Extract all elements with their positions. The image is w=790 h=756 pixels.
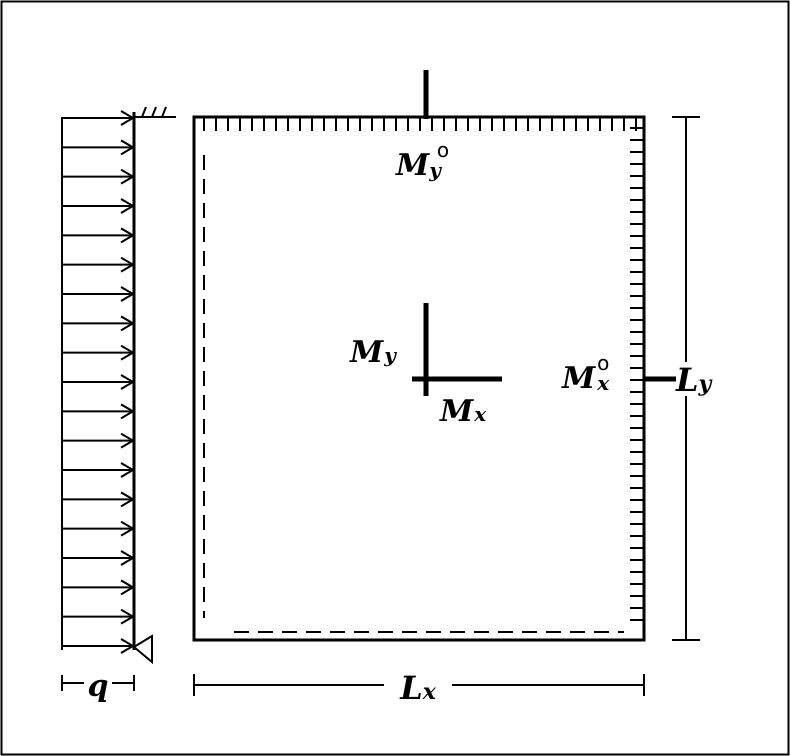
load-arrow — [62, 374, 135, 390]
load-arrow — [62, 315, 135, 332]
q-label: q — [88, 669, 109, 704]
wall-support-hatching — [134, 106, 176, 118]
load-arrow — [62, 491, 135, 508]
ly-dimension — [672, 116, 700, 641]
load-arrow — [62, 344, 135, 361]
load-arrow — [62, 256, 135, 273]
ly-label: Ly — [675, 361, 714, 399]
load-arrows — [62, 110, 135, 654]
load-arrow — [62, 550, 135, 566]
load-arrow — [62, 110, 135, 126]
load-arrow — [62, 462, 135, 478]
my-label: My — [349, 335, 397, 370]
load-arrow — [62, 638, 135, 654]
load-arrow — [62, 168, 135, 185]
my0-label: Myo — [395, 138, 449, 183]
load-arrow — [62, 139, 135, 156]
mx-label: Mx — [439, 394, 487, 429]
load-arrow — [62, 227, 135, 244]
load-arrow — [62, 403, 135, 420]
fixed-edge-top-hatching — [203, 117, 637, 131]
load-arrow — [62, 608, 135, 625]
load-arrow — [62, 520, 135, 537]
distributed-load — [61, 106, 176, 665]
load-arrow — [62, 579, 135, 596]
load-arrow — [62, 286, 135, 302]
lx-label: Lx — [399, 669, 437, 707]
lx-dimension — [193, 674, 645, 696]
load-arrow — [62, 198, 135, 214]
pin-support-triangle — [132, 634, 153, 665]
q-dimension — [61, 675, 135, 691]
fixed-edge-right-hatching — [630, 127, 644, 621]
load-arrow — [62, 432, 135, 449]
